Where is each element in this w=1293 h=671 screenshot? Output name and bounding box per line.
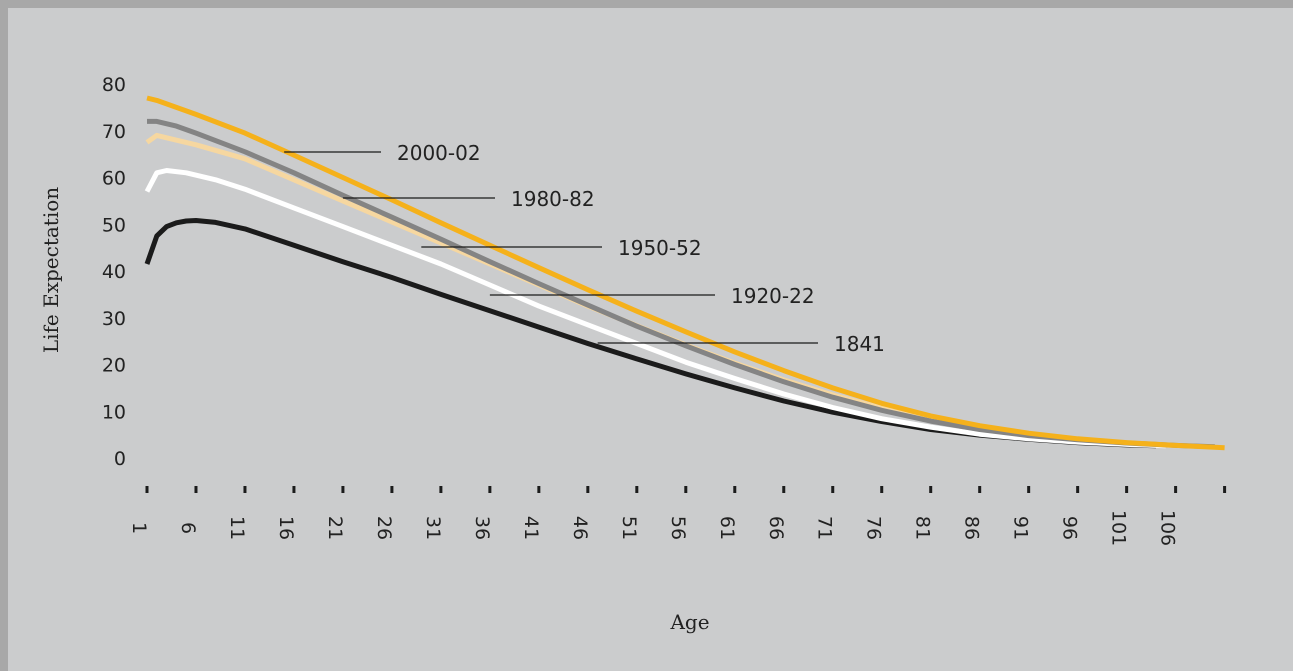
series-line-1920-22 (144, 168, 1166, 449)
y-tick-label: 50 (102, 214, 126, 236)
y-tick-label: 40 (102, 261, 126, 283)
x-tick-label: 41 (520, 516, 542, 540)
series-label-1841: 1841 (834, 332, 885, 356)
x-tick-label: 101 (1108, 510, 1130, 546)
y-tick-label: 80 (102, 74, 126, 96)
series-label-2000-02: 2000-02 (397, 141, 481, 165)
series-label-1950-52: 1950-52 (618, 236, 702, 260)
x-tick-label: 56 (667, 516, 689, 540)
series-label-1920-22: 1920-22 (731, 284, 815, 308)
y-tick-label: 0 (114, 448, 126, 470)
x-tick-label: 81 (912, 516, 934, 540)
x-tick-label: 71 (814, 516, 836, 540)
series-line-2000-02 (146, 95, 1225, 451)
y-tick-label: 70 (102, 121, 126, 143)
x-tick-label: 26 (373, 516, 395, 540)
x-tick-label: 21 (324, 516, 346, 540)
series-lines (144, 95, 1225, 451)
x-tick-label: 96 (1059, 516, 1081, 540)
x-tick-label: 11 (226, 516, 248, 540)
x-tick-label: 46 (569, 516, 591, 540)
x-tick-label: 66 (765, 516, 787, 540)
x-tick-label: 61 (716, 516, 738, 540)
x-axis-title: Age (669, 610, 709, 634)
x-tick-label: 31 (422, 516, 444, 540)
x-tick-label: 106 (1157, 510, 1179, 546)
y-axis: 0 10 20 30 40 50 60 70 80 (102, 74, 126, 470)
y-tick-label: 10 (102, 401, 126, 423)
x-tick-label: 1 (128, 522, 150, 534)
series-line-1980-82 (147, 118, 1215, 450)
x-tick-label: 51 (618, 516, 640, 540)
x-tick-label: 16 (275, 516, 297, 540)
series-label-1980-82: 1980-82 (511, 187, 595, 211)
y-axis-title: Life Expectation (39, 187, 63, 353)
y-tick-label: 30 (102, 308, 126, 330)
y-tick-label: 20 (102, 355, 126, 377)
x-tick-label: 76 (863, 516, 885, 540)
y-tick-label: 60 (102, 168, 126, 190)
series-labels: 1841 1920-22 1950-52 1980-82 2000-02 (284, 141, 885, 356)
x-tick-label: 86 (961, 516, 983, 540)
chart-frame: 0 10 20 30 40 50 60 70 80 1 6 11 16 21 26 31 36 41 46 51 56… (8, 8, 1293, 671)
x-tick-label: 91 (1010, 516, 1032, 540)
series-line-1950-52 (145, 132, 1176, 449)
x-tick-label: 6 (177, 522, 199, 534)
x-tick-label: 36 (471, 516, 493, 540)
x-axis: 1 6 11 16 21 26 31 36 41 46 51 56 61 66 71 76 81 86 91 96 10… (128, 486, 1227, 546)
